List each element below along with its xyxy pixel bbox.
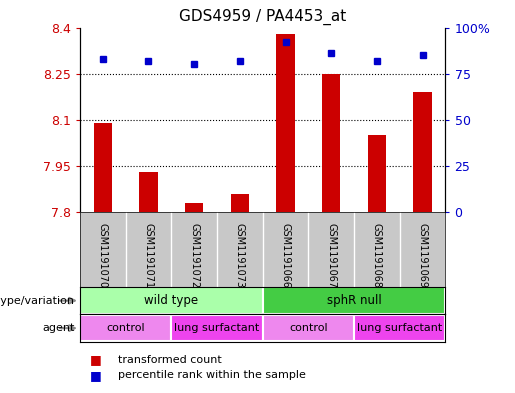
Bar: [171, 315, 263, 342]
Text: lung surfactant: lung surfactant: [174, 323, 260, 333]
Text: agent: agent: [42, 323, 75, 333]
Text: GSM1191069: GSM1191069: [418, 223, 427, 288]
Text: transformed count: transformed count: [118, 354, 222, 365]
Bar: [139, 172, 158, 212]
Text: genotype/variation: genotype/variation: [0, 296, 75, 306]
Text: GSM1191072: GSM1191072: [189, 223, 199, 289]
Text: control: control: [289, 323, 328, 333]
Text: GSM1191070: GSM1191070: [98, 223, 108, 288]
Text: percentile rank within the sample: percentile rank within the sample: [118, 370, 306, 380]
Text: wild type: wild type: [144, 294, 198, 307]
Bar: [414, 92, 432, 212]
Bar: [80, 287, 263, 314]
Bar: [94, 123, 112, 212]
Bar: [231, 194, 249, 212]
Bar: [322, 73, 340, 212]
Bar: [277, 34, 295, 212]
Text: GSM1191073: GSM1191073: [235, 223, 245, 288]
Text: GSM1191066: GSM1191066: [281, 223, 290, 288]
Bar: [354, 315, 445, 342]
Bar: [263, 287, 445, 314]
Text: GSM1191067: GSM1191067: [326, 223, 336, 288]
Bar: [368, 135, 386, 212]
Text: control: control: [106, 323, 145, 333]
Text: GSM1191071: GSM1191071: [143, 223, 153, 288]
Text: sphR null: sphR null: [327, 294, 382, 307]
Bar: [263, 315, 354, 342]
Text: ■: ■: [90, 369, 102, 382]
Text: GSM1191068: GSM1191068: [372, 223, 382, 288]
Bar: [80, 315, 171, 342]
Text: lung surfactant: lung surfactant: [357, 323, 442, 333]
Text: ■: ■: [90, 353, 102, 366]
Bar: [185, 203, 203, 212]
Title: GDS4959 / PA4453_at: GDS4959 / PA4453_at: [179, 9, 346, 25]
